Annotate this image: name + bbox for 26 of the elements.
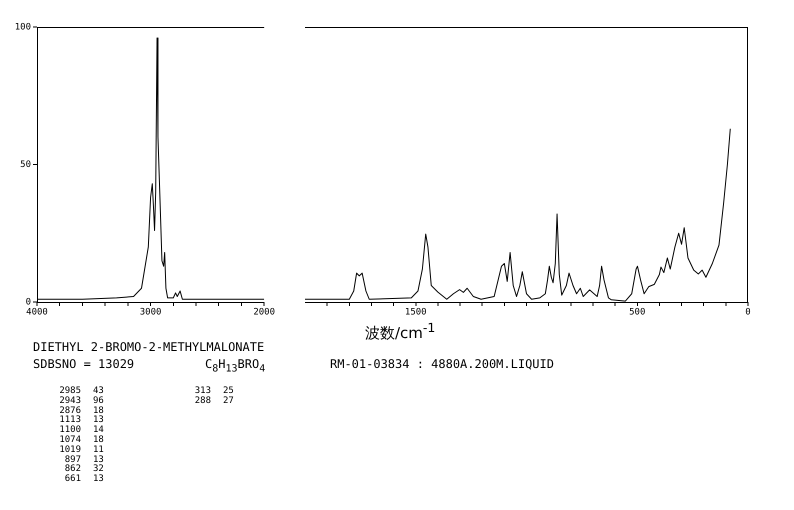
text: 313 25 [194, 386, 234, 396]
x-tick-label: 0 [745, 308, 751, 318]
x-tick-label: 4000 [26, 308, 48, 318]
text: RM-01-03834 : 4880A.200M.LIQUID [330, 357, 554, 371]
y-tick-label: 100 [14, 22, 31, 32]
text: 288 27 [194, 396, 234, 406]
text: 1113 13 [59, 415, 104, 426]
text: 1074 18 [59, 435, 104, 445]
text: 661 13 [64, 474, 104, 484]
x-tick-label: 2000 [253, 308, 276, 318]
text: C$_{8}$H$_{13}$BRO$_{4}$ [205, 357, 266, 374]
x-tick-label: 3000 [140, 308, 162, 318]
x-axis-title: 波数/cm$^{-1}$ [365, 320, 436, 343]
text: SDBSNO = 13029 [33, 357, 134, 371]
text: 862 32 [64, 464, 104, 474]
text: 1019 11 [59, 444, 104, 455]
x-tick-label: 500 [629, 308, 646, 318]
y-tick-label: 0 [26, 297, 31, 308]
y-tick-label: 50 [20, 160, 31, 170]
text: 1100 14 [59, 425, 104, 436]
text: 2876 18 [59, 406, 104, 416]
text: 2943 96 [59, 396, 104, 406]
text: 897 13 [64, 454, 104, 465]
x-tick-label: 1500 [404, 308, 427, 318]
text: DIETHYL 2-BROMO-2-METHYLMALONATE [33, 340, 264, 354]
text: 2985 43 [59, 386, 104, 396]
